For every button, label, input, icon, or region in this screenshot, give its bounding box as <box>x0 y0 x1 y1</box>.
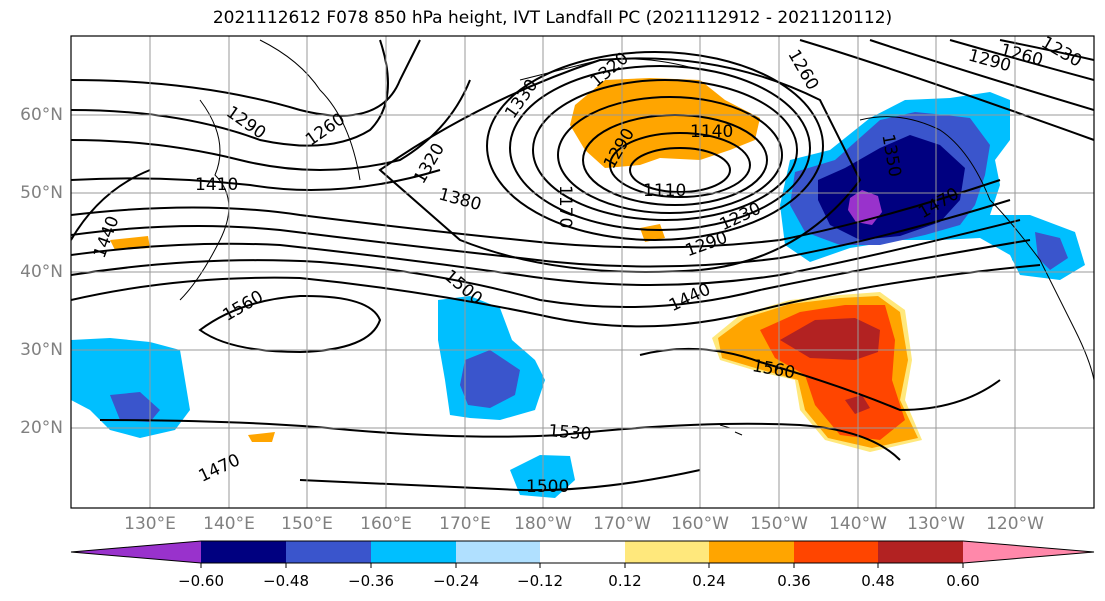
lon-label: 150°E <box>281 514 333 534</box>
contour-label: 1410 <box>195 175 238 195</box>
lat-label: 30°N <box>20 340 63 360</box>
ivt-pos-orange-small-3 <box>248 432 275 442</box>
colorbar-bin <box>878 541 963 563</box>
colorbar-tick-label: −0.12 <box>517 572 563 590</box>
lon-label: 130°E <box>124 514 176 534</box>
colorbar-tick-label: −0.48 <box>263 572 309 590</box>
lon-label: 140°E <box>203 514 255 534</box>
colorbar-tick-label: −0.36 <box>348 572 394 590</box>
contour-label: 1530 <box>547 421 592 445</box>
colorbar-tick-label: −0.24 <box>433 572 479 590</box>
colorbar-bin <box>709 541 794 563</box>
contour-label: 1470 <box>196 450 244 486</box>
colorbar-bin <box>540 541 625 563</box>
contour-label: 1440 <box>90 213 124 260</box>
colorbar-tick-label: 0.60 <box>946 572 980 590</box>
lon-label: 160°E <box>360 514 412 534</box>
colorbar-extend-min <box>71 541 201 563</box>
lat-label: 50°N <box>20 183 63 203</box>
colorbar-bin <box>286 541 371 563</box>
graticule <box>71 36 1094 508</box>
contour-label: 1170 <box>555 185 575 228</box>
contour-label: 1140 <box>690 122 733 142</box>
ivt-neg-light-region-4 <box>71 338 190 438</box>
contour-label: 1500 <box>526 477 569 497</box>
map-title: 2021112612 F078 850 hPa height, IVT Land… <box>212 8 893 28</box>
colorbar <box>70 540 1095 568</box>
lon-label: 160°W <box>671 514 729 534</box>
contour-label: 1560 <box>219 287 266 326</box>
lon-label: 140°W <box>829 514 887 534</box>
lon-label: 170°E <box>439 514 491 534</box>
colorbar-tick-label: 0.24 <box>692 572 726 590</box>
negative-ivt-shading <box>71 92 1085 498</box>
ivt-neg-mid-region-2 <box>1035 232 1068 270</box>
colorbar-tick-label: −0.60 <box>178 572 224 590</box>
colorbar-tick-label: 0.36 <box>777 572 811 590</box>
lon-label: 150°W <box>750 514 808 534</box>
colorbar-bin <box>371 541 456 563</box>
lon-label: 170°W <box>593 514 651 534</box>
colorbar-bin <box>201 541 286 563</box>
contour-label: 1290 <box>683 228 730 262</box>
coastlines <box>179 39 1094 436</box>
contour-label: 1110 <box>643 181 686 201</box>
lon-label: 180°W <box>514 514 572 534</box>
colorbar-bin <box>625 541 709 563</box>
lat-label: 40°N <box>20 262 63 282</box>
positive-ivt-shading <box>110 78 922 452</box>
ivt-neg-strong-region <box>848 190 882 225</box>
lon-label: 120°W <box>986 514 1044 534</box>
map-area: 1290 1260 1330 1320 1320 1260 1290 1260 … <box>71 36 1094 508</box>
ivt-pos-orange-small-1 <box>640 224 665 242</box>
colorbar-extend-max <box>963 541 1094 563</box>
colorbar-bin <box>794 541 878 563</box>
map-frame <box>70 35 1095 509</box>
colorbar-tick-label: 0.48 <box>861 572 895 590</box>
lon-label: 130°W <box>907 514 965 534</box>
ivt-neg-mid-region-3 <box>460 350 520 408</box>
lat-label: 60°N <box>20 105 63 125</box>
colorbar-tick-label: 0.12 <box>608 572 642 590</box>
colorbar-bin <box>456 541 540 563</box>
lat-label: 20°N <box>20 418 63 438</box>
ivt-neg-mid-region-4 <box>110 392 160 422</box>
contour-label: 1380 <box>436 185 483 216</box>
